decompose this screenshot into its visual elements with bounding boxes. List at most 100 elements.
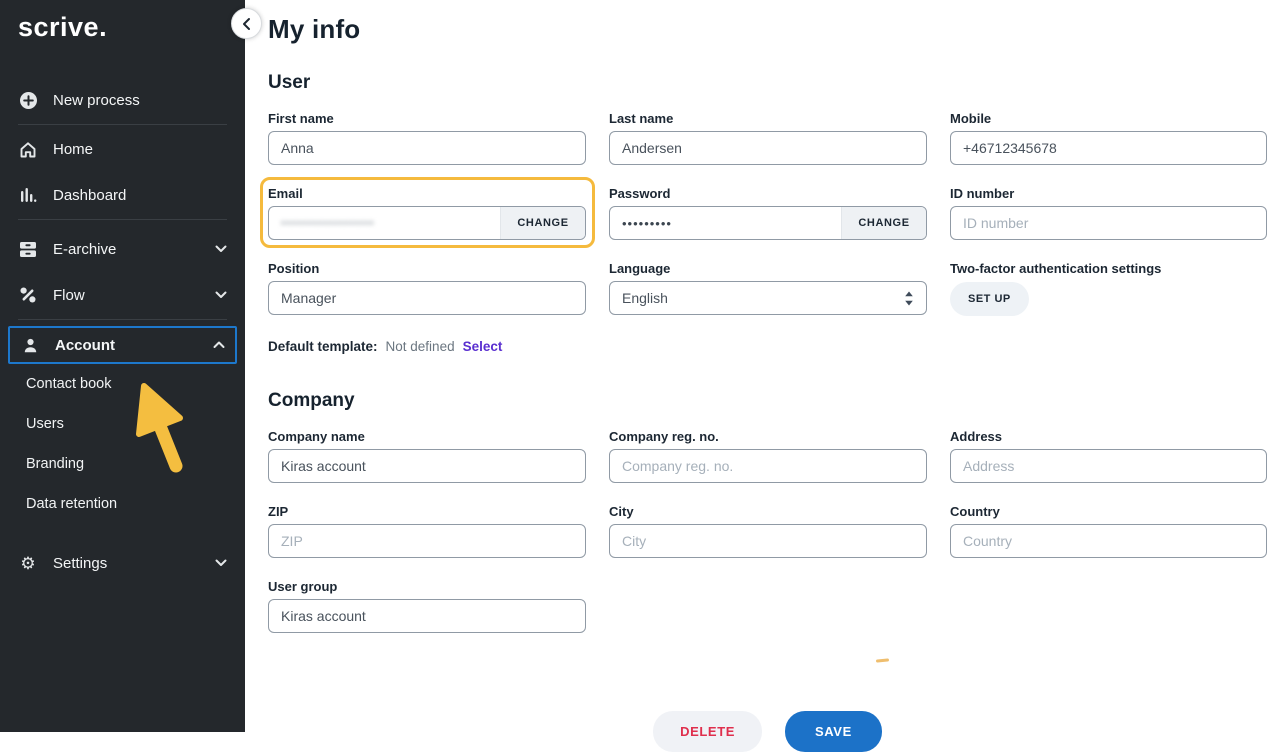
- mobile-input[interactable]: [950, 131, 1267, 165]
- email-masked-value: ••••••••••••••••••: [281, 216, 375, 230]
- sidebar-item-flow[interactable]: Flow: [0, 272, 245, 318]
- position-field-group: Position: [268, 261, 586, 316]
- default-template-label: Default template:: [268, 339, 378, 354]
- default-template-select-link[interactable]: Select: [462, 339, 503, 354]
- sidebar-item-label: E-archive: [53, 240, 117, 258]
- default-template-row: Default template: Not defined Select: [268, 339, 1267, 354]
- password-masked-value: •••••••••: [622, 215, 672, 231]
- email-change-button[interactable]: CHANGE: [500, 207, 585, 239]
- city-label: City: [609, 504, 634, 519]
- password-change-button[interactable]: CHANGE: [841, 207, 926, 239]
- id-number-label: ID number: [950, 186, 1015, 201]
- chevron-down-icon: [215, 559, 227, 567]
- address-field-group: Address: [950, 429, 1267, 483]
- company-name-field-group: Company name: [268, 429, 586, 483]
- sidebar-item-e-archive[interactable]: E-archive: [0, 226, 245, 272]
- last-name-input[interactable]: [609, 131, 927, 165]
- company-section-heading: Company: [268, 390, 355, 411]
- zip-input[interactable]: [268, 524, 586, 558]
- city-field-group: City: [609, 504, 927, 558]
- address-label: Address: [950, 429, 1003, 444]
- empty-cell: [950, 579, 1267, 633]
- bar-chart-icon: [18, 187, 38, 203]
- sidebar-subitem-label: Users: [26, 416, 64, 432]
- sidebar-item-home[interactable]: Home: [0, 126, 245, 172]
- sidebar-item-users[interactable]: Users: [0, 404, 245, 444]
- sidebar-nav: New process Home Dashboard E-archive: [0, 77, 245, 586]
- user-group-field-group: User group: [268, 579, 586, 633]
- zip-label: ZIP: [268, 504, 289, 519]
- id-number-input[interactable]: [950, 206, 1267, 240]
- country-field-group: Country: [950, 504, 1267, 558]
- email-input[interactable]: •••••••••••••••••• CHANGE: [268, 206, 586, 240]
- language-select[interactable]: English: [609, 281, 927, 315]
- flow-nodes-icon: [18, 286, 38, 304]
- sidebar-item-label: Dashboard: [53, 186, 127, 204]
- user-form-grid: First name Last name Mobile Email ••••••…: [260, 111, 1267, 337]
- mobile-label: Mobile: [950, 111, 992, 126]
- company-reg-no-label: Company reg. no.: [609, 429, 719, 444]
- two-factor-field-group: Two-factor authentication settings SET U…: [950, 261, 1267, 316]
- email-field-group: Email •••••••••••••••••• CHANGE: [260, 177, 595, 248]
- chevron-left-icon: [242, 17, 251, 31]
- page-title: My info: [268, 14, 361, 44]
- sidebar-divider: [18, 219, 227, 220]
- select-arrows-icon: [904, 291, 914, 306]
- sidebar-item-settings[interactable]: ⚙ Settings: [0, 540, 245, 586]
- default-template-value: Not defined: [385, 339, 455, 354]
- sidebar-item-contact-book[interactable]: Contact book: [0, 364, 245, 404]
- position-label: Position: [268, 261, 320, 276]
- sidebar-item-branding[interactable]: Branding: [0, 444, 245, 484]
- sidebar-item-dashboard[interactable]: Dashboard: [0, 172, 245, 218]
- company-form-grid: Company name Company reg. no. Address ZI…: [268, 429, 1267, 654]
- sidebar: scrive. New process Home Dashboard: [0, 0, 245, 732]
- two-factor-label: Two-factor authentication settings: [950, 261, 1162, 276]
- sidebar-subitem-label: Contact book: [26, 376, 112, 392]
- first-name-field-group: First name: [268, 111, 586, 165]
- company-reg-no-input[interactable]: [609, 449, 927, 483]
- sidebar-divider: [18, 319, 227, 320]
- main-content: My info User First name Last name Mobile…: [245, 0, 1280, 752]
- chevron-up-icon: [213, 341, 225, 349]
- company-reg-no-field-group: Company reg. no.: [609, 429, 927, 483]
- sidebar-subitem-label: Branding: [26, 456, 85, 472]
- last-name-label: Last name: [609, 111, 674, 126]
- sidebar-item-label: Flow: [53, 286, 85, 304]
- chevron-down-icon: [215, 291, 227, 299]
- first-name-input[interactable]: [268, 131, 586, 165]
- collapse-sidebar-button[interactable]: [231, 8, 262, 39]
- password-input[interactable]: ••••••••• CHANGE: [609, 206, 927, 240]
- email-label: Email: [268, 186, 303, 201]
- sidebar-item-new-process[interactable]: New process: [0, 77, 245, 123]
- city-input[interactable]: [609, 524, 927, 558]
- sidebar-item-label: Settings: [53, 554, 108, 572]
- person-icon: [20, 337, 40, 354]
- password-label: Password: [609, 186, 671, 201]
- chevron-down-icon: [215, 245, 227, 253]
- first-name-label: First name: [268, 111, 334, 126]
- company-name-input[interactable]: [268, 449, 586, 483]
- user-group-label: User group: [268, 579, 338, 594]
- sidebar-item-label: Home: [53, 140, 94, 158]
- address-input[interactable]: [950, 449, 1267, 483]
- country-input[interactable]: [950, 524, 1267, 558]
- user-section-heading: User: [268, 72, 311, 93]
- language-field-group: Language English: [609, 261, 927, 316]
- language-label: Language: [609, 261, 671, 276]
- gear-icon: ⚙: [20, 553, 36, 573]
- id-number-field-group: ID number: [950, 186, 1267, 240]
- sidebar-item-data-retention[interactable]: Data retention: [0, 484, 245, 524]
- brand-logo: scrive.: [18, 12, 108, 42]
- two-factor-setup-button[interactable]: SET UP: [950, 282, 1029, 316]
- last-name-field-group: Last name: [609, 111, 927, 165]
- user-group-input[interactable]: [268, 599, 586, 633]
- company-name-label: Company name: [268, 429, 365, 444]
- plus-circle-icon: [18, 91, 38, 110]
- position-input[interactable]: [268, 281, 586, 315]
- mobile-field-group: Mobile: [950, 111, 1267, 165]
- sidebar-item-account[interactable]: Account: [8, 326, 237, 364]
- sidebar-divider: [18, 124, 227, 125]
- zip-field-group: ZIP: [268, 504, 586, 558]
- sidebar-item-label: Account: [55, 336, 115, 354]
- sidebar-subitem-label: Data retention: [26, 496, 118, 512]
